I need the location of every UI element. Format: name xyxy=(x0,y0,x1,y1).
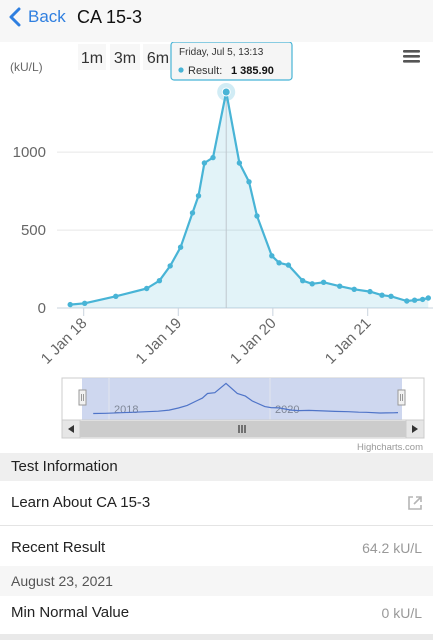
data-point-10 xyxy=(210,154,216,161)
y-axis-title: (kU/L) xyxy=(10,60,43,74)
y-tick-label-1000: 1000 xyxy=(13,144,46,161)
x-tick-label-0: 1 Jan 18 xyxy=(38,315,91,368)
data-point-25 xyxy=(388,293,394,299)
y-axis: 0 500 1000 xyxy=(13,144,46,317)
data-point-15 xyxy=(269,253,275,259)
min-normal-row: Min Normal Value 0 kU/L xyxy=(0,596,433,634)
navigation-bar: Back CA 15-3 xyxy=(0,0,433,42)
zoom-6m-button-bg[interactable] xyxy=(143,44,173,70)
chart-svg[interactable]: 0 500 1000 1 Jan 18 1 Jan 19 1 Jan 20 1 Jan 2… xyxy=(0,42,433,452)
row-divider xyxy=(0,525,433,526)
data-point-6 xyxy=(177,244,184,250)
data-point-28 xyxy=(419,296,426,303)
navigator-selected-range[interactable] xyxy=(82,378,402,420)
data-point-0 xyxy=(67,301,73,308)
points-layer xyxy=(67,82,431,308)
recent-result-row: Recent Result 64.2 kU/L xyxy=(0,526,433,566)
data-point-9 xyxy=(201,160,208,166)
section-title: Test Information xyxy=(11,458,118,475)
data-point-7 xyxy=(189,210,196,216)
data-point-29 xyxy=(425,295,431,301)
external-link-icon xyxy=(408,496,422,510)
data-point-3 xyxy=(144,285,150,292)
page-title: CA 15-3 xyxy=(77,7,143,27)
scrollbar-thumb[interactable] xyxy=(80,421,406,437)
navigator-series-line xyxy=(93,382,399,415)
recent-result-date-row: August 23, 2021 xyxy=(0,566,433,596)
x-tick-label-2: 1 Jan 20 xyxy=(227,315,280,368)
navigator-right-handle[interactable] xyxy=(397,389,406,406)
min-normal-value: 0 kU/L xyxy=(381,605,422,621)
data-point-26 xyxy=(404,298,410,304)
y-tick-label-500: 500 xyxy=(21,222,46,239)
chart-tooltip: Friday, Jul 5, 13:13 Result: 1 385.90 xyxy=(170,42,293,81)
x-tick-label-3: 1 Jan 21 xyxy=(322,315,375,368)
tooltip-value: 1 385.90 xyxy=(231,65,274,77)
tooltip-series-label: Result: xyxy=(188,65,222,77)
y-tick-label-0: 0 xyxy=(38,300,46,317)
data-point-2 xyxy=(113,293,119,299)
chevron-left-icon xyxy=(9,7,21,27)
data-point-4 xyxy=(156,278,163,284)
area-layer xyxy=(70,92,429,308)
data-point-20 xyxy=(320,279,327,285)
back-button[interactable]: Back xyxy=(8,7,66,27)
recent-result-value: 64.2 kU/L xyxy=(362,540,422,556)
data-point-27 xyxy=(411,297,418,303)
zoom-1m-button-bg[interactable] xyxy=(78,44,106,70)
zoom-buttons: 1m 3m 6m xyxy=(78,44,173,70)
learn-about-label: Learn About CA 15-3 xyxy=(11,494,151,511)
data-point-21 xyxy=(337,283,343,289)
tooltip-date: Friday, Jul 5, 13:13 xyxy=(179,47,264,58)
section-header-test-information: Test Information xyxy=(0,453,433,481)
min-normal-label: Min Normal Value xyxy=(11,604,130,621)
grid-layer xyxy=(57,151,433,309)
arrow-left-icon xyxy=(68,425,74,433)
x-axis: 1 Jan 18 1 Jan 19 1 Jan 20 1 Jan 21 xyxy=(38,308,375,368)
data-point-12 xyxy=(236,160,243,166)
data-point-5 xyxy=(167,263,173,269)
navigator-left-handle[interactable] xyxy=(78,389,87,406)
data-point-8 xyxy=(195,193,202,199)
x-tick-label-1: 1 Jan 19 xyxy=(132,315,185,368)
back-label: Back xyxy=(28,7,66,26)
data-point-1 xyxy=(82,300,88,306)
zoom-3m-button-bg[interactable] xyxy=(110,44,140,70)
series-area xyxy=(70,92,429,308)
data-point-13 xyxy=(246,179,252,185)
hamburger-icon[interactable] xyxy=(395,46,425,68)
recent-result-label: Recent Result xyxy=(11,539,106,556)
bottom-separator xyxy=(0,634,433,640)
scrollbar[interactable] xyxy=(61,419,425,439)
navigator-label-2018: 2018 xyxy=(114,404,138,416)
data-point-16 xyxy=(276,260,282,266)
chart-credits[interactable]: Highcharts.com xyxy=(357,442,423,452)
data-point-17 xyxy=(285,262,292,268)
data-point-22 xyxy=(351,286,357,292)
result-chart[interactable]: 0 500 1000 1 Jan 18 1 Jan 19 1 Jan 20 1 Jan 2… xyxy=(0,42,433,452)
zoom-3m-button[interactable]: 3m xyxy=(114,50,136,67)
zoom-6m-button[interactable]: 6m xyxy=(147,50,169,67)
data-point-23 xyxy=(367,288,373,295)
data-point-19 xyxy=(309,281,315,287)
highlight-point xyxy=(221,87,231,97)
zoom-1m-button[interactable]: 1m xyxy=(81,50,103,67)
tooltip-series-dot xyxy=(178,67,184,73)
data-point-14 xyxy=(254,213,260,219)
data-point-18 xyxy=(300,278,306,284)
recent-result-date: August 23, 2021 xyxy=(11,573,113,589)
grip-icon xyxy=(238,425,246,433)
arrow-right-icon xyxy=(412,425,418,433)
learn-about-row[interactable]: Learn About CA 15-3 xyxy=(0,481,433,525)
navigator[interactable]: 2018 2020 xyxy=(61,377,425,421)
data-point-24 xyxy=(379,292,385,298)
